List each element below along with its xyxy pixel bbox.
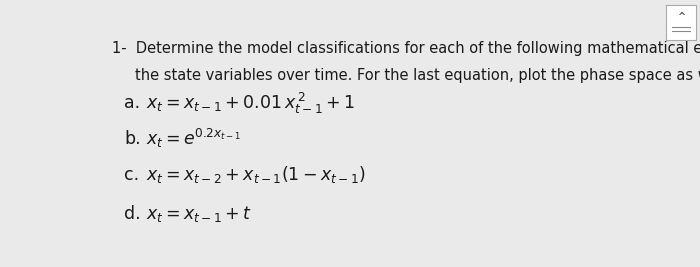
Text: $x_t = x_{t-1} + 0.01\, x_{t-1}^{\,2} + 1$: $x_t = x_{t-1} + 0.01\, x_{t-1}^{\,2} + … bbox=[146, 91, 356, 116]
Text: a.: a. bbox=[125, 94, 141, 112]
Text: d.: d. bbox=[125, 205, 141, 223]
Text: ^: ^ bbox=[677, 13, 685, 22]
Text: 1-  Determine the model classifications for each of the following mathematical e: 1- Determine the model classifications f… bbox=[112, 41, 700, 56]
Text: the state variables over time. For the last equation, plot the phase space as we: the state variables over time. For the l… bbox=[135, 68, 700, 83]
Text: c.: c. bbox=[125, 166, 139, 184]
Text: b.: b. bbox=[125, 130, 141, 148]
Text: $x_t = e^{0.2x_{t-1}}$: $x_t = e^{0.2x_{t-1}}$ bbox=[146, 127, 241, 151]
Text: $x_t = x_{t-1} + t$: $x_t = x_{t-1} + t$ bbox=[146, 204, 252, 224]
Text: $x_t = x_{t-2} + x_{t-1}(1 - x_{t-1})$: $x_t = x_{t-2} + x_{t-1}(1 - x_{t-1})$ bbox=[146, 164, 366, 185]
